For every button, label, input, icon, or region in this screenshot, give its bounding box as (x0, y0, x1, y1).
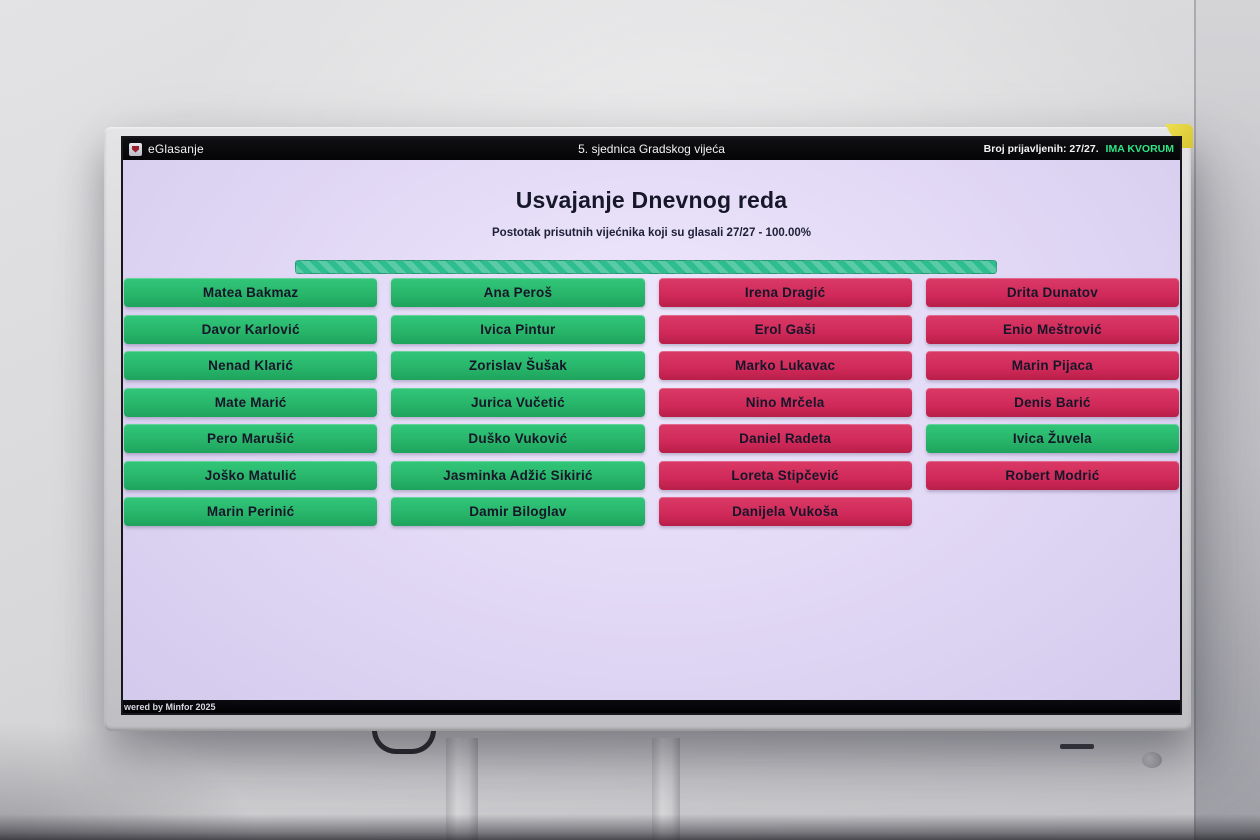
member-vote-tile: Jasminka Adžić Sikirić (391, 460, 645, 490)
member-vote-tile: Erol Gaši (658, 314, 912, 344)
powered-by-label: wered by Minfor 2025 (124, 701, 216, 712)
vote-item-title: Usvajanje Dnevnog reda (515, 187, 788, 213)
member-vote-tile: Ivica Pintur (391, 314, 645, 344)
registered-count-label: Broj prijavljenih: 27/27. (983, 143, 1099, 155)
member-vote-tile: Pero Marušić (124, 424, 378, 453)
floor-shadow (0, 814, 1260, 840)
app-title-bar: eGlasanje 5. sjednica Gradskog vijeća Br… (123, 138, 1180, 160)
tv-ir-sensor (1060, 744, 1094, 749)
vote-panel: Usvajanje Dnevnog reda Postotak prisutni… (123, 160, 1180, 700)
quorum-badge: IMA KVORUM (1105, 143, 1174, 155)
vote-column-4: Drita Dunatov Enio Meštrović Marin Pijaca D… (925, 278, 1179, 534)
member-vote-tile: Duško Vuković (391, 424, 645, 453)
member-vote-tile: Enio Meštrović (925, 314, 1179, 344)
app-footer-bar: wered by Minfor 2025 (123, 700, 1180, 713)
member-vote-tile: Mate Marić (124, 387, 378, 417)
member-vote-tile: Irena Dragić (658, 278, 912, 307)
tv-bezel: eGlasanje 5. sjednica Gradskog vijeća Br… (104, 124, 1193, 731)
member-vote-tile: Danijela Vukoša (658, 497, 912, 526)
member-vote-tile: Matea Bakmaz (124, 278, 378, 307)
member-vote-tile: Nino Mrčela (658, 387, 912, 417)
wall-fixture (1142, 752, 1162, 768)
app-title: eGlasanje (148, 142, 204, 156)
member-vote-tile: Marin Perinić (124, 497, 378, 526)
vote-progress-fill (295, 260, 997, 274)
member-vote-tile: Nenad Klarić (124, 351, 378, 380)
member-vote-tile: Drita Dunatov (925, 278, 1179, 307)
vote-column-2: Ana Peroš Ivica Pintur Zorislav Šušak Juric… (391, 278, 645, 534)
members-vote-grid: Matea Bakmaz Davor Karlović Nenad Klarić Ma… (123, 278, 1180, 534)
member-vote-tile: Ana Peroš (391, 278, 645, 307)
member-vote-tile: Daniel Radeta (658, 424, 912, 453)
member-vote-tile: Davor Karlović (124, 314, 378, 344)
vote-column-1: Matea Bakmaz Davor Karlović Nenad Klarić Ma… (124, 278, 378, 534)
member-vote-tile: Damir Biloglav (391, 497, 645, 526)
member-vote-tile: Marin Pijaca (925, 351, 1179, 380)
member-vote-tile: Zorislav Šušak (391, 351, 645, 380)
wall-corner (1194, 0, 1260, 840)
eglasanje-app: eGlasanje 5. sjednica Gradskog vijeća Br… (123, 138, 1180, 713)
member-vote-tile: Robert Modrić (925, 460, 1179, 490)
member-vote-tile: Marko Lukavac (658, 351, 912, 380)
member-vote-tile: Joško Matulić (124, 460, 378, 490)
vote-progress-bar (295, 260, 997, 274)
session-title: 5. sjednica Gradskog vijeća (578, 142, 725, 156)
member-vote-tile: Denis Barić (925, 387, 1179, 417)
member-vote-tile: Loreta Stipčević (658, 460, 912, 490)
member-vote-tile: Jurica Vučetić (391, 387, 645, 417)
tv-screen: eGlasanje 5. sjednica Gradskog vijeća Br… (121, 136, 1182, 715)
registration-status: Broj prijavljenih: 27/27. IMA KVORUM (904, 143, 1174, 155)
vote-column-3: Irena Dragić Erol Gaši Marko Lukavac Nino M… (658, 278, 912, 534)
progress-label: Postotak prisutnih vijećnika koji su gla… (492, 227, 811, 239)
eglasanje-app-icon (129, 142, 142, 156)
member-vote-tile: Ivica Žuvela (925, 424, 1179, 453)
